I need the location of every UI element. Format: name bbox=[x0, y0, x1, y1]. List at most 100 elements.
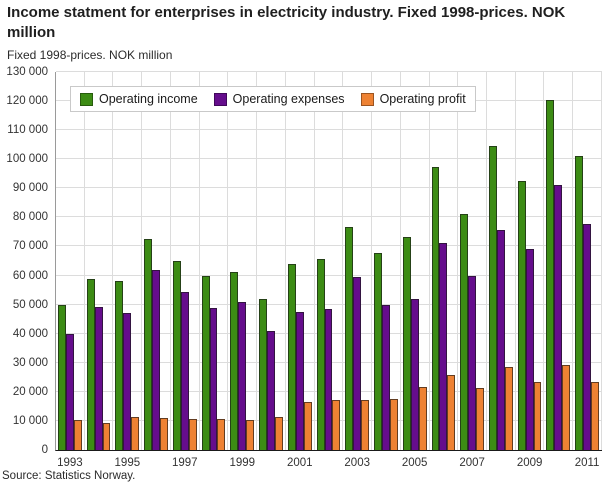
bar-operating-income bbox=[115, 281, 124, 450]
y-tick-label: 30 000 bbox=[12, 356, 48, 369]
bar-operating-expenses bbox=[525, 249, 534, 450]
source-caption: Source: Statistics Norway. bbox=[2, 470, 136, 482]
bar-operating-expenses bbox=[209, 308, 218, 450]
bar-operating-profit bbox=[476, 388, 484, 450]
year-group-2011: 2011 bbox=[573, 72, 602, 469]
x-tick-label: 2009 bbox=[516, 457, 543, 469]
y-tick-label: 0 bbox=[41, 444, 48, 456]
bar-operating-profit bbox=[447, 374, 456, 450]
legend-swatch-expenses bbox=[213, 92, 227, 106]
bar-operating-profit bbox=[591, 382, 599, 450]
bar-operating-income bbox=[230, 271, 239, 450]
gridline-horizontal bbox=[56, 216, 602, 218]
bar-operating-income bbox=[575, 156, 584, 450]
legend: Operating income Operating expenses Oper… bbox=[70, 86, 476, 112]
bar-operating-expenses bbox=[295, 311, 304, 450]
gridline-horizontal bbox=[56, 245, 602, 247]
bar-operating-expenses bbox=[496, 229, 505, 450]
bar-operating-income bbox=[460, 213, 469, 450]
x-tick-label: 2001 bbox=[286, 457, 313, 469]
bar-operating-income bbox=[489, 145, 497, 450]
year-group-2001: 2001 bbox=[286, 72, 315, 469]
x-tick-label: 2007 bbox=[459, 457, 485, 469]
bar-operating-profit bbox=[361, 400, 370, 450]
y-tick-label: 10 000 bbox=[12, 414, 48, 427]
year-group-1994 bbox=[85, 72, 114, 450]
x-tick-label: 1995 bbox=[114, 457, 141, 469]
y-tick-label: 130 000 bbox=[6, 66, 48, 78]
legend-swatch-profit bbox=[360, 92, 374, 106]
year-group-1993: 1993 bbox=[56, 72, 85, 469]
y-tick-label: 120 000 bbox=[6, 95, 48, 108]
bar-operating-income bbox=[259, 298, 268, 450]
gridline-horizontal bbox=[56, 71, 602, 72]
year-group-1999: 1999 bbox=[228, 72, 258, 469]
y-tick-label: 60 000 bbox=[12, 269, 48, 282]
bar-operating-income bbox=[316, 259, 325, 450]
year-group-1997: 1997 bbox=[171, 72, 200, 469]
bar-operating-income bbox=[144, 238, 153, 450]
gridline-horizontal bbox=[56, 303, 602, 305]
bar-operating-profit bbox=[188, 418, 197, 450]
x-tick-label: 1993 bbox=[57, 457, 83, 469]
bar-operating-expenses bbox=[583, 224, 592, 450]
bar-operating-expenses bbox=[180, 292, 189, 450]
bar-operating-expenses bbox=[267, 331, 275, 450]
bar-operating-expenses bbox=[324, 309, 333, 450]
y-tick-label: 70 000 bbox=[12, 240, 48, 253]
bar-operating-profit bbox=[504, 367, 513, 450]
legend-item-operating-profit: Operating profit bbox=[360, 92, 466, 106]
bar-operating-income bbox=[287, 263, 296, 450]
bar-operating-expenses bbox=[238, 302, 247, 450]
legend-label-profit: Operating profit bbox=[379, 92, 466, 106]
bar-operating-profit bbox=[131, 417, 140, 450]
year-group-2007: 2007 bbox=[458, 72, 488, 469]
bar-operating-expenses bbox=[65, 334, 74, 450]
legend-label-income: Operating income bbox=[99, 92, 198, 106]
year-group-2004 bbox=[372, 72, 401, 450]
bar-operating-income bbox=[546, 99, 555, 450]
year-group-2002 bbox=[315, 72, 344, 450]
bar-operating-profit bbox=[303, 402, 312, 450]
bar-operating-expenses bbox=[123, 313, 132, 450]
bar-operating-income bbox=[517, 181, 526, 450]
bar-operating-expenses bbox=[353, 277, 362, 450]
bar-operating-profit bbox=[160, 418, 168, 450]
bar-operating-expenses bbox=[381, 304, 390, 450]
gridline-horizontal bbox=[56, 274, 602, 276]
legend-swatch-income bbox=[80, 92, 93, 106]
bar-operating-profit bbox=[332, 400, 341, 450]
bar-operating-profit bbox=[562, 365, 571, 450]
year-group-1995: 1995 bbox=[113, 72, 143, 469]
x-tick-label: 1999 bbox=[229, 457, 256, 469]
legend-item-operating-expenses: Operating expenses bbox=[213, 92, 345, 106]
legend-item-operating-income: Operating income bbox=[80, 92, 198, 106]
bar-operating-income bbox=[58, 304, 66, 450]
bar-operating-income bbox=[172, 261, 181, 450]
bar-operating-profit bbox=[533, 381, 542, 450]
bar-operating-profit bbox=[73, 420, 82, 450]
bar-operating-expenses bbox=[152, 269, 161, 450]
bar-operating-profit bbox=[102, 422, 111, 450]
bar-operating-profit bbox=[389, 399, 398, 450]
plot-groups: 1993 1995 1997 1999 2001 2003 2005 2007 2009 2011 bbox=[56, 72, 602, 469]
year-group-1996 bbox=[142, 72, 171, 450]
bar-operating-income bbox=[374, 253, 382, 450]
bar-operating-profit bbox=[217, 419, 226, 450]
bar-operating-expenses bbox=[410, 299, 419, 450]
bar-operating-income bbox=[86, 279, 95, 450]
x-tick-label: 2003 bbox=[344, 457, 370, 469]
bar-operating-income bbox=[201, 276, 210, 450]
bar-operating-profit bbox=[418, 387, 427, 450]
year-group-2000 bbox=[257, 72, 286, 450]
bar-operating-profit bbox=[274, 417, 283, 450]
y-tick-label: 40 000 bbox=[12, 327, 48, 340]
y-axis: 0 10 000 20 000 30 000 40 000 50 000 60 000 70 … bbox=[0, 66, 48, 456]
bar-operating-expenses bbox=[554, 184, 563, 450]
gridline-horizontal bbox=[56, 129, 602, 131]
year-group-2008 bbox=[487, 72, 516, 450]
y-tick-label: 20 000 bbox=[12, 385, 48, 398]
legend-label-expenses: Operating expenses bbox=[232, 92, 345, 106]
bar-operating-expenses bbox=[439, 242, 448, 450]
year-group-2009: 2009 bbox=[516, 72, 545, 469]
